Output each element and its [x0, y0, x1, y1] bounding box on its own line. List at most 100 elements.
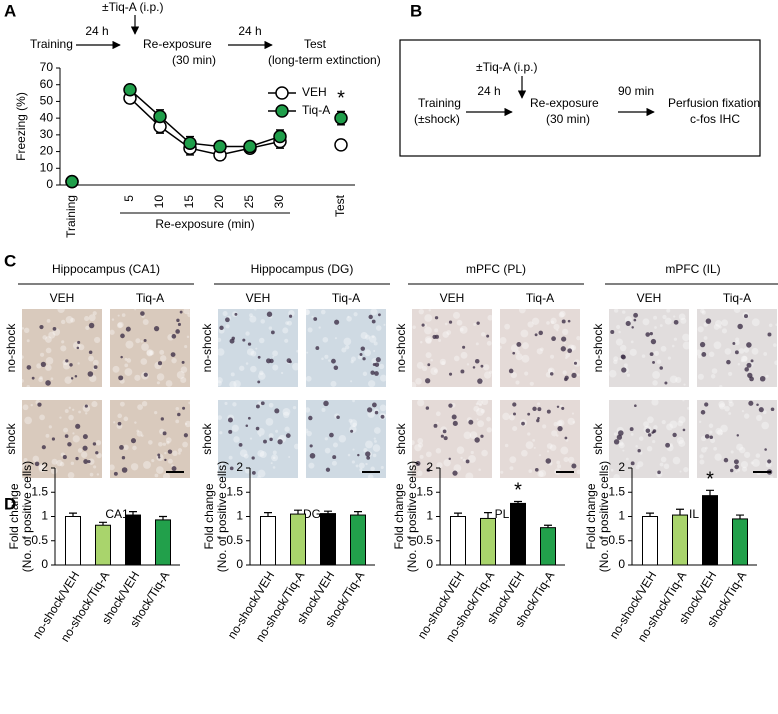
y-tick-label: 1 [41, 509, 48, 523]
texture [239, 449, 248, 458]
texture [703, 336, 708, 340]
texture [373, 349, 376, 352]
panel-label: D [4, 494, 16, 513]
texture [48, 425, 52, 429]
stained-cell [561, 406, 565, 410]
texture [520, 329, 529, 338]
stained-cell [228, 429, 233, 434]
stained-cell [95, 451, 99, 455]
texture [303, 309, 310, 316]
micrograph [110, 309, 190, 387]
texture [486, 427, 492, 433]
texture [436, 462, 443, 469]
texture [113, 421, 116, 424]
stained-cell [538, 330, 543, 336]
texture [268, 402, 274, 408]
texture [306, 351, 309, 354]
chart-title: CA1 [105, 507, 129, 521]
significance: * [337, 88, 345, 110]
stained-cell [175, 329, 180, 334]
chart-title: IL [689, 507, 699, 521]
texture [165, 437, 172, 443]
texture [719, 403, 726, 410]
texture [678, 416, 686, 424]
texture [18, 461, 26, 469]
stained-cell [374, 362, 380, 367]
error-bar [484, 512, 492, 519]
texture [232, 402, 237, 407]
texture [134, 421, 137, 424]
stained-cell [621, 354, 626, 360]
texture [709, 430, 713, 434]
texture [750, 461, 754, 465]
texture [728, 401, 734, 407]
stained-cell [736, 434, 740, 437]
y-axis-label: Freezing (%) [14, 92, 28, 161]
texture [184, 420, 192, 428]
column-label: Tiq-A [332, 291, 360, 305]
stained-cell [480, 364, 484, 368]
texture [563, 342, 566, 345]
column-label: VEH [246, 291, 271, 305]
texture [134, 374, 141, 381]
texture [40, 352, 45, 357]
interval-text: 24 h [85, 24, 108, 38]
texture [308, 462, 315, 469]
texture [515, 350, 520, 355]
texture [424, 326, 432, 335]
texture [553, 421, 559, 427]
texture [425, 352, 432, 359]
stained-cell [425, 378, 431, 384]
texture [347, 315, 350, 318]
texture [245, 362, 249, 365]
texture [249, 315, 257, 323]
texture [510, 371, 517, 379]
stained-cell [177, 322, 181, 326]
texture [417, 437, 424, 444]
texture [679, 470, 682, 473]
stained-cell [433, 423, 438, 428]
texture [557, 419, 565, 427]
x-tick-label: 10 [152, 195, 166, 209]
chart-title: PL [495, 507, 510, 521]
stained-cell [70, 377, 74, 380]
micrograph [609, 400, 689, 478]
texture [250, 365, 257, 373]
texture [250, 350, 257, 357]
texture [669, 375, 678, 384]
stained-cell [645, 332, 651, 337]
texture [88, 355, 94, 362]
stained-cell [610, 330, 615, 335]
data-point [273, 129, 287, 144]
texture [64, 376, 72, 384]
texture [272, 466, 276, 469]
stained-cell [652, 429, 657, 433]
texture [187, 312, 192, 318]
texture [338, 434, 347, 443]
texture [379, 374, 387, 382]
texture [158, 441, 163, 447]
stained-cell [225, 317, 230, 323]
texture [417, 399, 425, 407]
texture [489, 370, 493, 374]
texture [562, 370, 567, 375]
texture [45, 357, 54, 365]
column-label: VEH [637, 291, 662, 305]
stained-cell [545, 458, 552, 464]
y-tick-label: 30 [40, 127, 54, 141]
texture [146, 349, 154, 356]
texture [713, 324, 720, 330]
texture [456, 319, 463, 326]
step-text: Test [304, 37, 327, 51]
stained-cell [257, 355, 261, 359]
texture [529, 381, 534, 386]
stained-cell [269, 437, 273, 442]
texture [629, 348, 637, 356]
texture [524, 371, 529, 376]
texture [475, 402, 479, 406]
stained-cell [45, 380, 51, 386]
y-tick-label: 50 [40, 94, 54, 108]
stained-cell [536, 418, 540, 423]
texture [324, 437, 328, 441]
texture [265, 418, 274, 426]
